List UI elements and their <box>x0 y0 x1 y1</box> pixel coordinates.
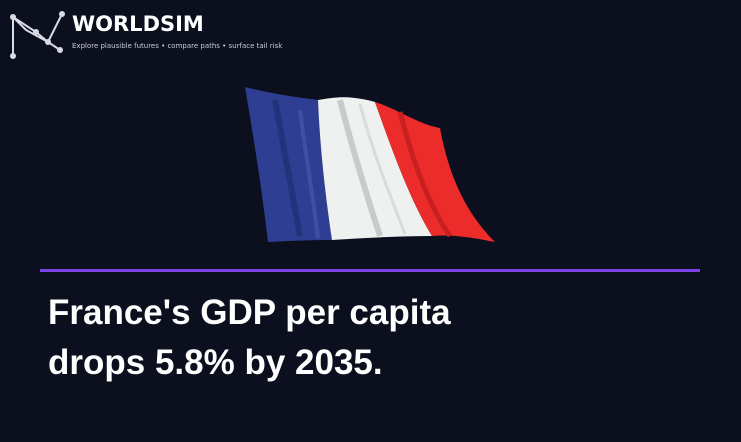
logo-node <box>10 53 16 59</box>
flag-shade <box>272 99 303 237</box>
brand-title: WORLDSIM <box>72 12 204 36</box>
headline-line: drops 5.8% by 2035. <box>48 343 383 382</box>
brand-tagline: Explore plausible futures • compare path… <box>72 42 283 50</box>
logo-line <box>12 16 61 51</box>
logo-node <box>59 11 65 17</box>
logo-node <box>10 14 16 20</box>
flag <box>245 87 495 242</box>
flag-shade <box>358 103 407 235</box>
logo-icon <box>10 11 65 59</box>
flag-shade <box>337 99 383 237</box>
flag-shade <box>298 109 320 239</box>
divider <box>40 269 700 272</box>
logo-node <box>57 47 63 53</box>
logo-node <box>33 29 39 35</box>
headline-line: France's GDP per capita <box>48 293 451 332</box>
flag-shade <box>397 111 453 238</box>
logo-node <box>45 39 51 45</box>
